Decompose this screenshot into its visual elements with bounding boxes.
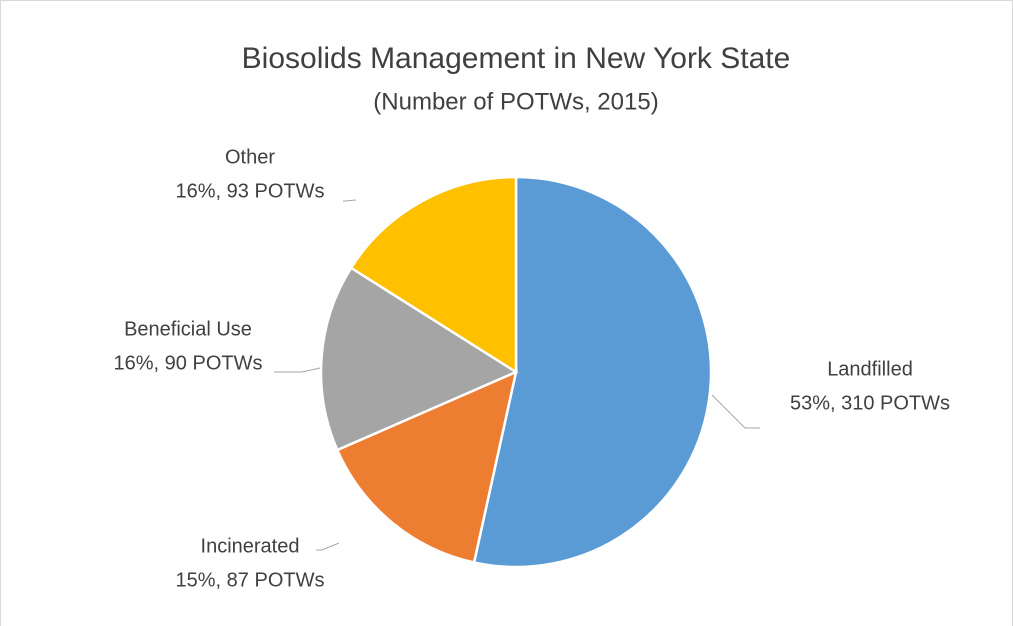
- slice-value-label: 53%, 310 POTWs: [790, 392, 950, 414]
- slice-label: Beneficial Use: [124, 318, 252, 340]
- leader-line: [274, 367, 321, 373]
- pie-slice: [319, 266, 519, 452]
- leader-line: [343, 199, 357, 202]
- pie-slice: [349, 175, 518, 375]
- slice-value-label: 15%, 87 POTWs: [176, 569, 325, 591]
- slice-label: Landfilled: [827, 358, 913, 380]
- slice-value-label: 16%, 90 POTWs: [114, 352, 263, 374]
- pie-slice: [472, 175, 713, 569]
- slice-value-label: 16%, 93 POTWs: [176, 180, 325, 202]
- slice-label: Incinerated: [201, 535, 300, 557]
- slice-label: Other: [225, 146, 275, 168]
- chart-subtitle: (Number of POTWs, 2015): [373, 88, 658, 115]
- leader-line: [316, 542, 340, 551]
- chart-title: Biosolids Management in New York State: [242, 42, 791, 75]
- leader-line: [711, 394, 760, 429]
- pie-slice: [335, 369, 518, 564]
